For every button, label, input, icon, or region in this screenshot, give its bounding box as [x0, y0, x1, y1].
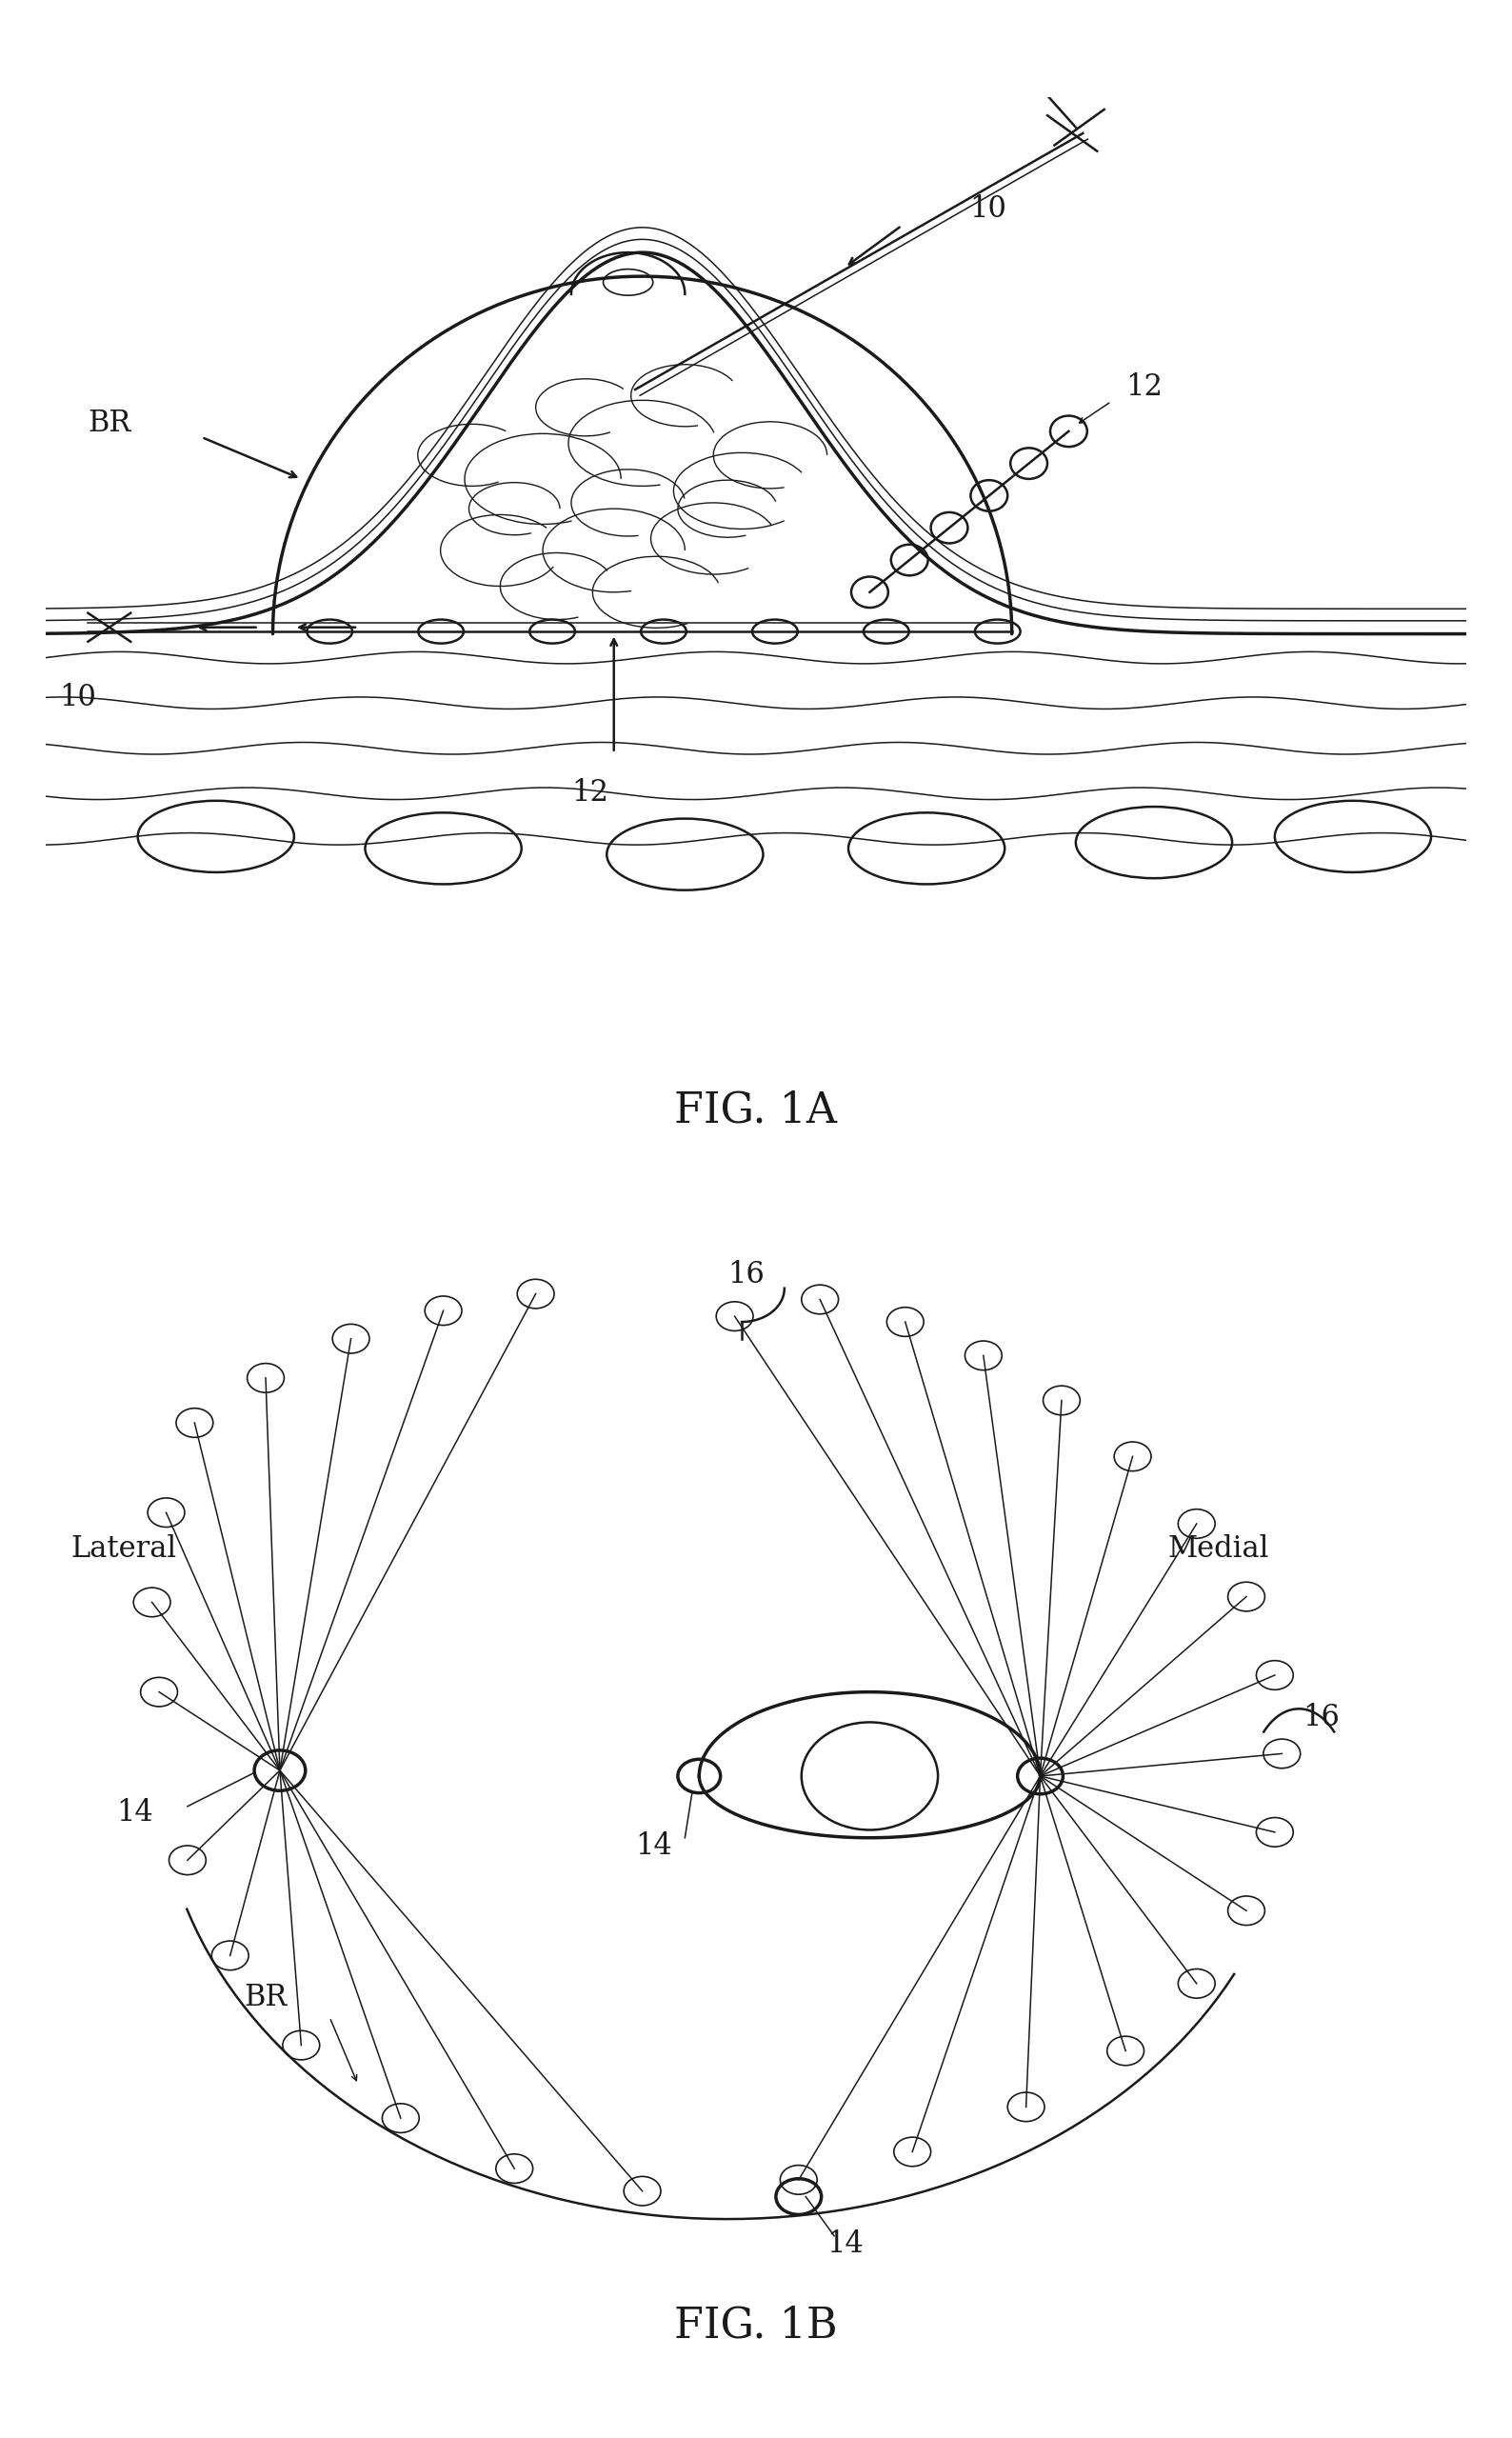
Text: 16: 16: [1303, 1702, 1340, 1733]
Text: 14: 14: [116, 1799, 153, 1828]
Text: Medial: Medial: [1169, 1534, 1270, 1565]
Text: 10: 10: [969, 195, 1005, 224]
Text: 16: 16: [727, 1260, 765, 1290]
Text: BR: BR: [245, 1982, 287, 2014]
Text: 14: 14: [635, 1831, 673, 1860]
Text: 10: 10: [59, 683, 97, 712]
Text: FIG. 1B: FIG. 1B: [674, 2304, 838, 2345]
Text: 12: 12: [572, 778, 608, 807]
Text: BR: BR: [88, 410, 132, 439]
Text: 14: 14: [827, 2231, 863, 2260]
Text: Lateral: Lateral: [71, 1534, 177, 1565]
Text: FIG. 1A: FIG. 1A: [674, 1090, 838, 1131]
Text: 12: 12: [1125, 373, 1163, 402]
